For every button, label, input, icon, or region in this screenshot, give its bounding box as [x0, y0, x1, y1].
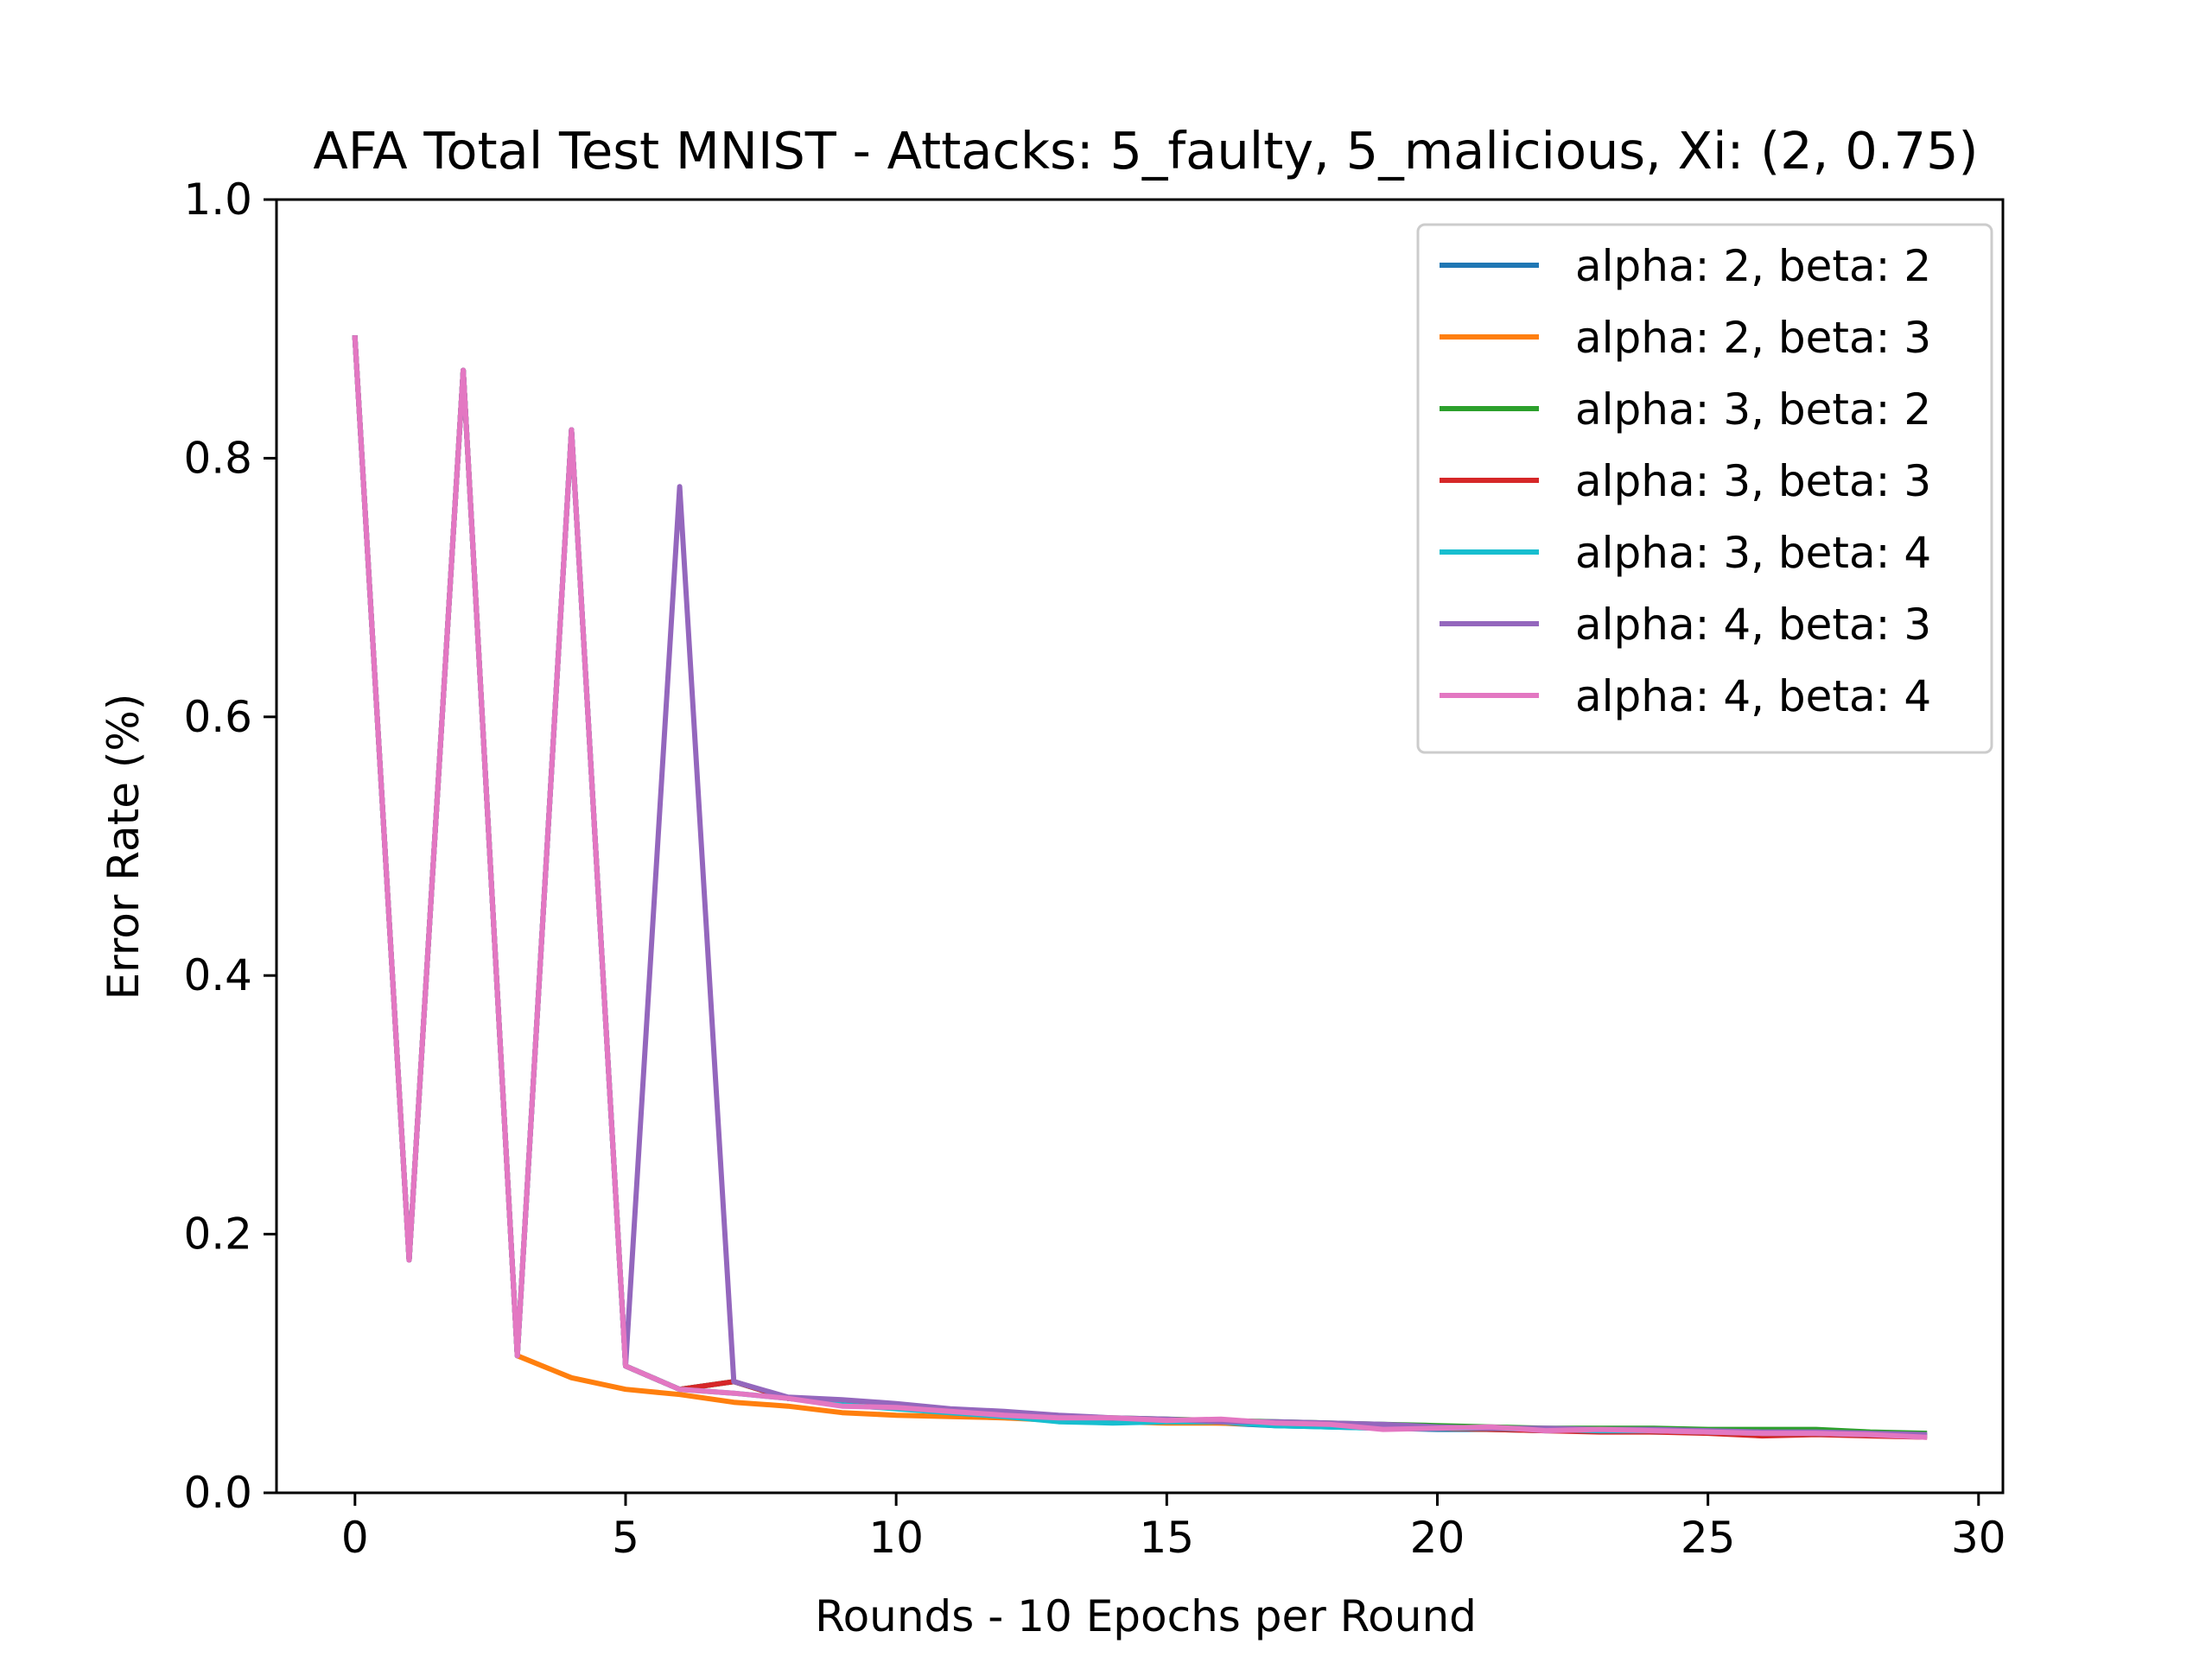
chart-title: AFA Total Test MNIST - Attacks: 5_faulty…: [313, 121, 1978, 181]
legend-label-1: alpha: 2, beta: 2: [1575, 241, 1931, 291]
legend-box: [1416, 223, 1993, 754]
y-tick-label: 0.8: [183, 433, 252, 483]
x-tick-label: 15: [1140, 1513, 1195, 1563]
x-tick-label: 30: [1951, 1513, 2006, 1563]
legend-label-6: alpha: 4, beta: 3: [1575, 600, 1931, 650]
legend-label-5: alpha: 3, beta: 4: [1575, 528, 1931, 578]
legend-label-7: alpha: 4, beta: 4: [1575, 671, 1931, 721]
x-tick-label: 25: [1681, 1513, 1736, 1563]
series-layer: [352, 335, 1928, 1440]
legend-label-2: alpha: 2, beta: 3: [1575, 313, 1931, 363]
y-tick-label: 0.6: [183, 692, 252, 742]
legend-label-4: alpha: 3, beta: 3: [1575, 456, 1931, 506]
y-tick-label: 0.4: [183, 950, 252, 1000]
x-tick-label: 0: [341, 1513, 369, 1563]
y-tick-label: 0.0: [183, 1468, 252, 1518]
y-axis-label: Error Rate (%): [99, 694, 149, 1000]
x-axis-label: Rounds - 10 Epochs per Round: [815, 1591, 1477, 1641]
series-line-7: [352, 335, 1928, 1440]
tick-layer: 0 5 10 15 20 25 30 0.0 0.2 0.4 0.6 0.8 1.0: [183, 175, 2005, 1563]
legend: alpha: 2, beta: 2 alpha: 2, beta: 3 alpha:…: [1416, 223, 1993, 754]
x-tick-label: 20: [1410, 1513, 1465, 1563]
plot-frame: [275, 198, 2005, 1495]
legend-label-3: alpha: 3, beta: 2: [1575, 384, 1931, 435]
x-tick-label: 5: [612, 1513, 639, 1563]
x-tick-label: 10: [868, 1513, 924, 1563]
y-tick-label: 1.0: [183, 175, 252, 225]
y-tick-label: 0.2: [183, 1209, 252, 1260]
